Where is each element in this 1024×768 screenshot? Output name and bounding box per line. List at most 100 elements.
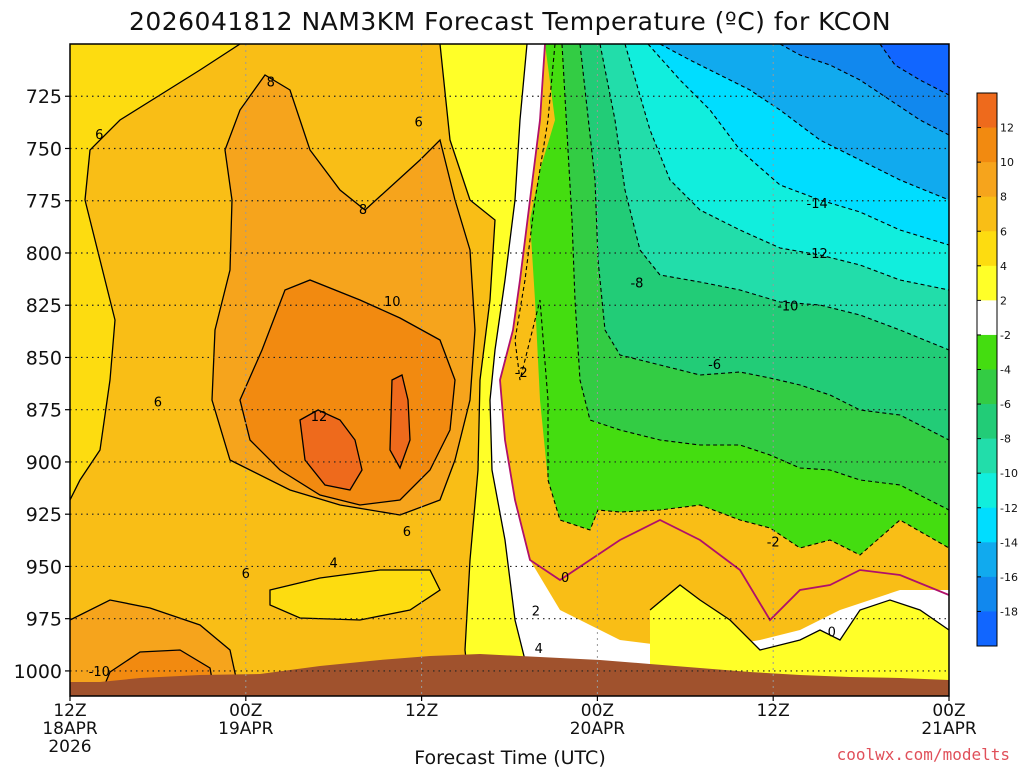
contour-label: 6 <box>415 115 423 130</box>
colorbar-label: -6 <box>1000 398 1011 411</box>
contour-warm-12b <box>389 374 411 470</box>
contour-label: 6 <box>95 128 103 143</box>
plot-frame <box>69 43 950 697</box>
contour-lowleft-10 <box>99 649 216 696</box>
band-warm-12b <box>390 375 410 468</box>
contour-label: 6 <box>403 525 411 540</box>
contour-neg2 <box>514 44 949 556</box>
colorbar-label: -2 <box>1000 329 1011 342</box>
colorbar-swatch <box>977 231 997 267</box>
contour-label: 4 <box>330 556 338 571</box>
contour-label: -14 <box>807 197 828 212</box>
colorbar-swatch <box>977 542 997 578</box>
contour-neg4 <box>561 44 949 511</box>
terrain <box>70 654 949 696</box>
contour-label: 2 <box>532 604 540 619</box>
colorbar-swatch <box>977 369 997 405</box>
contour-warm-6 <box>70 44 241 501</box>
contour-neg16 <box>779 44 949 136</box>
colorbar-label: 8 <box>1000 191 1007 204</box>
x-tick-label: 19APR <box>218 719 274 739</box>
y-gridlines <box>70 95 949 672</box>
contour-label: 0 <box>561 571 569 586</box>
band-warm-2 <box>440 44 527 696</box>
contour-label: -2 <box>767 535 780 550</box>
y-tick-label: 975 <box>26 609 62 631</box>
contour-label: -8 <box>630 276 643 291</box>
x-tick-label: 20APR <box>570 719 626 739</box>
contour-neg8 <box>599 44 949 351</box>
contour-zero <box>499 44 949 622</box>
colorbar-label: 4 <box>1000 260 1007 273</box>
x-axis-label: Forecast Time (UTC) <box>414 747 605 768</box>
colorbar-label: -16 <box>1000 571 1018 584</box>
y-tick-label: 1000 <box>14 661 62 683</box>
colorbar-swatch <box>977 611 997 647</box>
contour-label: 4 <box>535 642 543 657</box>
contour-neg10 <box>624 44 949 291</box>
x-tick-label: 00Z <box>581 701 614 721</box>
contour-lowleft-8 <box>70 599 241 696</box>
contour-label: 0 <box>828 625 836 640</box>
x-tick-label: 2026 <box>48 737 91 757</box>
contour-neg14 <box>659 44 949 201</box>
colorbar-swatch <box>977 473 997 509</box>
colorbar-label: -8 <box>1000 433 1011 446</box>
contour-warm-2 <box>489 44 528 696</box>
band-warm-12 <box>300 410 362 490</box>
band-warm-4 <box>70 44 240 500</box>
contour-labels: 8 6 6 8 10 12 6 6 4 6 -10 -2 -8 -6 -10 -12 -14 0 2 4 -2 0 <box>89 76 836 680</box>
plot-area <box>70 44 949 696</box>
y-tick-label: 775 <box>26 191 62 213</box>
colorbar-label: -14 <box>1000 536 1018 549</box>
chart-title: 2026041812 NAM3KM Forecast Temperature (… <box>129 7 891 36</box>
colorbar-swatch <box>977 93 997 128</box>
x-tick-label: 12Z <box>405 701 438 721</box>
colorbar-swatch <box>977 162 997 198</box>
colorbar-label: 10 <box>1000 156 1014 169</box>
contour-label: 6 <box>242 567 250 582</box>
contour-lines-zero <box>499 44 949 622</box>
contour-label: 12 <box>311 410 328 425</box>
contour-label: -2 <box>515 366 528 381</box>
x-tick-label: 18APR <box>42 719 98 739</box>
colorbar: 12 10 8 6 4 2 -2 -4 -6 -8 -10 -12 -14 -16 -18 <box>976 92 1018 647</box>
contour-warm-8 <box>211 74 476 516</box>
contour-lines-cold <box>514 44 949 556</box>
contour-label: 8 <box>359 203 367 218</box>
y-tick-label: 950 <box>26 556 62 578</box>
colorbar-swatch <box>977 334 997 370</box>
y-tick-label: 750 <box>26 138 62 160</box>
contour-label: 10 <box>384 295 401 310</box>
contour-label: -10 <box>89 665 110 680</box>
contour-label: -6 <box>708 358 721 373</box>
y-tick-label: 800 <box>26 243 62 265</box>
colorbar-label: 6 <box>1000 225 1007 238</box>
contour-label: -12 <box>807 247 828 262</box>
contour-warm-12 <box>299 409 363 491</box>
colorbar-label: 12 <box>1000 122 1014 135</box>
y-tick-label: 825 <box>26 295 62 317</box>
colorbar-swatch <box>977 507 997 543</box>
contour-label: 6 <box>154 395 162 410</box>
x-tick-label: 00Z <box>932 701 965 721</box>
colorbar-swatch <box>977 576 997 612</box>
contour-warm-10 <box>239 279 456 506</box>
y-tick-label: 900 <box>26 452 62 474</box>
colorbar-swatch <box>977 438 997 474</box>
x-tick-label: 12Z <box>53 701 86 721</box>
colorbar-swatch <box>977 196 997 232</box>
band-cold-neg20 <box>880 44 949 95</box>
contour-warm-4b <box>269 569 441 621</box>
colorbar-swatch <box>977 265 997 301</box>
x-tick-label: 00Z <box>229 701 262 721</box>
watermark: coolwx.com/modelts <box>837 745 1010 764</box>
y-tick-label: 875 <box>26 400 62 422</box>
y-tick-label: 850 <box>26 347 62 369</box>
colorbar-swatch <box>977 404 997 440</box>
x-tick-label: 21APR <box>921 719 977 739</box>
contour-label: 8 <box>267 76 275 91</box>
colorbar-label: -18 <box>1000 605 1018 618</box>
y-tick-label: 925 <box>26 504 62 526</box>
